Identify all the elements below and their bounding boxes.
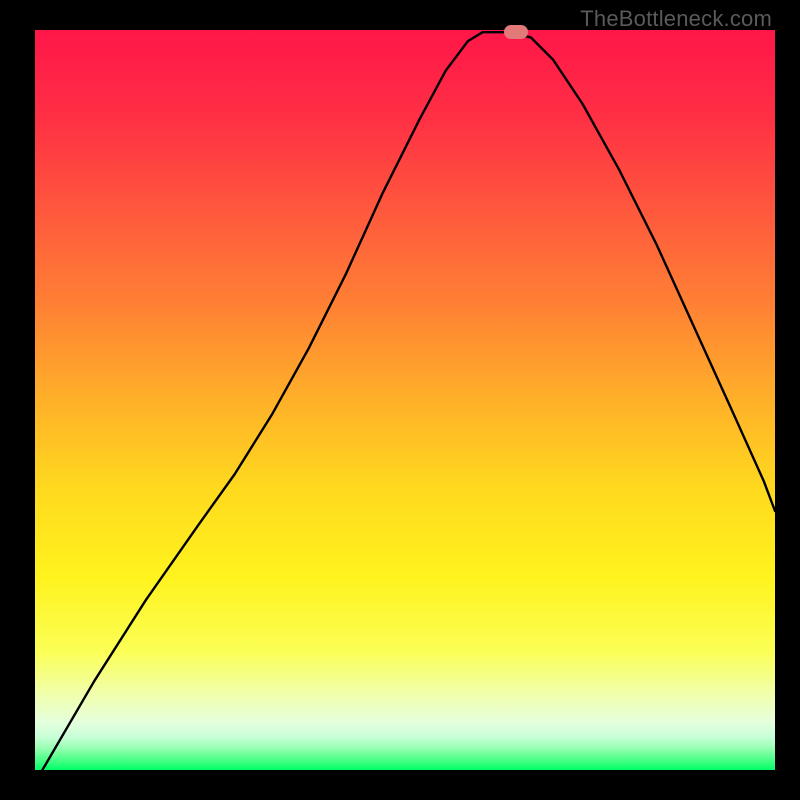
watermark: TheBottleneck.com xyxy=(580,6,772,32)
chart-area xyxy=(35,30,775,770)
optimal-marker xyxy=(504,25,528,39)
gradient-background xyxy=(35,30,775,770)
